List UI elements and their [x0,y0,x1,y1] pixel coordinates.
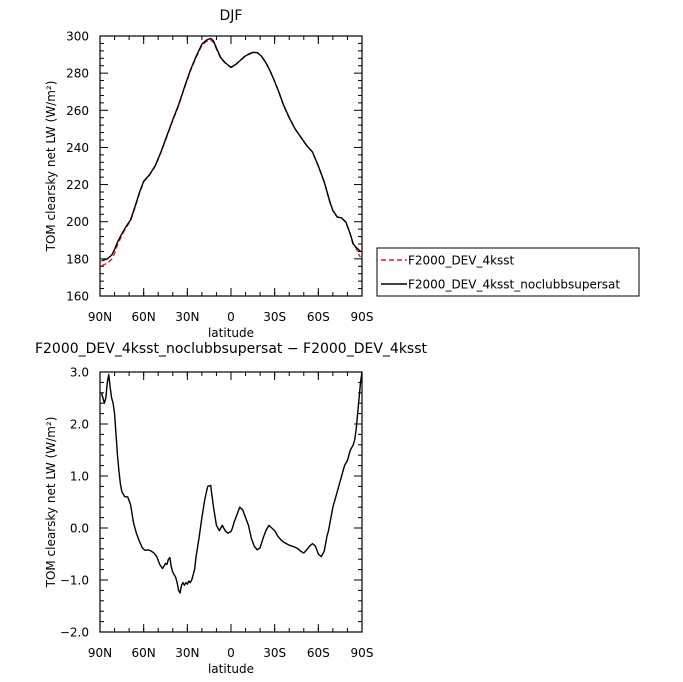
y-tick-label: 220 [66,178,89,192]
x-tick-label: 0 [227,646,235,660]
y-tick-label: 1.0 [70,470,89,484]
x-tick-label: 60S [307,310,330,324]
chart-title: DJF [220,8,243,24]
legend-label: F2000_DEV_4ksst_noclubbsupersat [408,278,620,292]
x-tick-label: 30N [175,310,199,324]
x-tick-label: 60S [307,646,330,660]
y-axis-label: TOM clearsky net LW (W/m²) [44,81,58,253]
series-line-1 [100,371,363,594]
y-tick-label: −1.0 [60,574,89,588]
x-tick-label: 0 [227,310,235,324]
y-tick-label: 200 [66,215,89,229]
legend: F2000_DEV_4ksst F2000_DEV_4ksst_noclubbsu… [376,247,640,297]
x-tick-label: 30S [263,646,286,660]
y-tick-label: 300 [66,30,89,44]
y-tick-label: 0.0 [70,522,89,536]
x-tick-label: 60N [132,310,156,324]
y-tick-label: −2.0 [60,626,89,640]
x-tick-label: 30N [175,646,199,660]
legend-label: F2000_DEV_4ksst [408,254,515,268]
y-tick-label: 280 [66,67,89,81]
x-axis-label: latitude [208,326,254,340]
chart-panel-1: 90N 60N 30N 0 30S 60S 90S 160 180 200 220 240 260 280… [44,8,640,340]
plot-frame [99,35,363,297]
y-tick-label: 3.0 [70,366,89,380]
y-tick-label: 180 [66,252,89,266]
x-tick-label: 90N [88,646,112,660]
x-tick-label: 90S [351,310,374,324]
y-axis-label: TOM clearsky net LW (W/m²) [44,417,58,589]
x-axis-label: latitude [208,662,254,676]
legend-box [376,247,640,297]
chart-panel-2: 90N 60N 30N 0 30S 60S 90S −2.0 −1.0 0.0 1.0 2.0 3.0 l… [35,341,428,676]
x-tick-label: 90N [88,310,112,324]
x-tick-label: 90S [351,646,374,660]
y-tick-label: 240 [66,141,89,155]
y-tick-label: 160 [66,290,89,304]
y-tick-label: 2.0 [70,418,89,432]
series-line-2 [101,37,362,262]
x-tick-label: 30S [263,310,286,324]
chart-title: F2000_DEV_4ksst_noclubbsupersat − F2000_… [35,341,428,357]
y-tick-label: 260 [66,104,89,118]
x-tick-label: 60N [132,646,156,660]
series-line-1 [101,39,362,267]
plot-frame [99,371,363,633]
